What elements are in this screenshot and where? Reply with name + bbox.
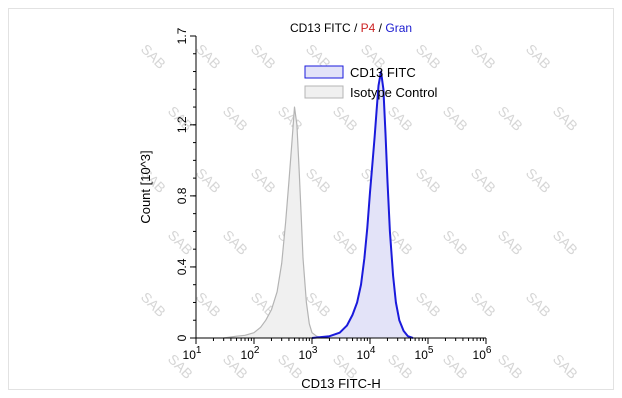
x-tick-base: 10 <box>473 348 487 362</box>
series-area-cd13-fitc <box>312 71 413 338</box>
x-tick-base: 10 <box>357 348 371 362</box>
legend: CD13 FITC Isotype Control <box>304 65 438 100</box>
y-tick-label: 0 <box>175 334 189 341</box>
y-tick-label: 1.2 <box>175 116 189 133</box>
watermark-text: SAB <box>468 289 499 320</box>
x-tick-label: 103 <box>299 345 318 362</box>
watermark-text: SAB <box>220 103 251 134</box>
watermark-text: SAB <box>138 41 169 72</box>
series-area-isotype-control <box>223 107 323 338</box>
x-tick-exponent: 2 <box>254 345 260 356</box>
y-axis-label: Count [10^3] <box>138 150 153 223</box>
chart-frame <box>8 8 614 390</box>
watermark-text: SAB <box>523 41 554 72</box>
title-part-1: / <box>351 21 361 35</box>
legend-swatch <box>304 85 344 99</box>
x-tick-exponent: 1 <box>196 345 202 356</box>
plot-area <box>223 70 414 339</box>
x-tick-exponent: 5 <box>428 345 434 356</box>
watermark-text: SAB <box>413 289 444 320</box>
y-tick-label: 1.7 <box>175 27 189 44</box>
watermark-text: SAB <box>385 103 416 134</box>
x-tick-base: 10 <box>299 348 313 362</box>
title-part-4: Gran <box>385 21 412 35</box>
title-part-2: P4 <box>361 21 376 35</box>
watermark-text: SAB <box>330 103 361 134</box>
series-line-cd13-fitc <box>311 70 414 339</box>
watermark-text: SAB <box>413 41 444 72</box>
x-tick-base: 10 <box>241 348 255 362</box>
y-tick-label: 0.8 <box>175 187 189 204</box>
watermark-text: SAB <box>440 351 471 382</box>
watermark-text: SAB <box>275 103 306 134</box>
watermark-text: SAB <box>523 289 554 320</box>
x-tick-label: 104 <box>357 345 376 362</box>
watermark-text: SAB <box>495 103 526 134</box>
x-tick-base: 10 <box>183 348 197 362</box>
watermark-text: SAB <box>248 165 279 196</box>
title-part-0: CD13 FITC <box>290 21 351 35</box>
legend-label: CD13 FITC <box>350 65 416 80</box>
watermark-text: SAB <box>468 41 499 72</box>
watermark-text: SAB <box>193 165 224 196</box>
watermark-text: SAB <box>440 227 471 258</box>
title-part-3: / <box>375 21 385 35</box>
watermark-text: SAB <box>303 165 334 196</box>
y-tick-label: 0.4 <box>175 258 189 275</box>
watermark-text: SAB <box>440 103 471 134</box>
watermark-text: SAB <box>385 351 416 382</box>
watermark-text: SAB <box>550 351 581 382</box>
y-label-text: Count <box>138 185 153 223</box>
watermark-text: SAB <box>193 289 224 320</box>
watermark-text: SAB <box>330 227 361 258</box>
legend-label: Isotype Control <box>350 85 438 100</box>
watermark-text: SAB <box>413 165 444 196</box>
x-tick-label: 102 <box>241 345 260 362</box>
x-tick-base: 10 <box>415 348 429 362</box>
watermark-text: SAB <box>468 165 499 196</box>
watermark-text: SAB <box>165 227 196 258</box>
watermark-text: SAB <box>550 227 581 258</box>
watermark-text: SAB <box>495 351 526 382</box>
watermark-text: SAB <box>193 41 224 72</box>
watermark-text: SAB <box>550 103 581 134</box>
x-tick-label: 105 <box>415 345 434 362</box>
watermark-text: SAB <box>523 165 554 196</box>
x-tick-label: 101 <box>183 345 202 362</box>
x-tick-exponent: 6 <box>486 345 492 356</box>
x-tick-exponent: 4 <box>370 345 376 356</box>
watermark-text: SAB <box>495 227 526 258</box>
x-axis-label: CD13 FITC-H <box>301 376 380 391</box>
x-tick-label: 106 <box>473 345 492 362</box>
legend-swatch <box>304 65 344 79</box>
watermark-text: SAB <box>248 41 279 72</box>
watermark-text: SAB <box>138 289 169 320</box>
y-label-unit: [10^3] <box>138 150 153 185</box>
x-tick-exponent: 3 <box>312 345 318 356</box>
series-line-isotype-control <box>223 106 323 339</box>
chart-title: CD13 FITC / P4 / Gran <box>290 21 412 35</box>
watermark-text: SAB <box>220 227 251 258</box>
